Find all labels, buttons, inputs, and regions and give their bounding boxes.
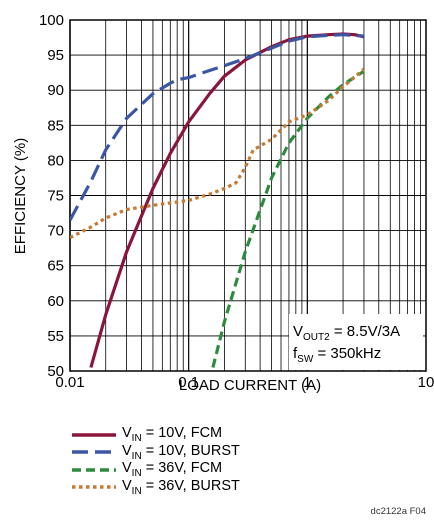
x-tick-label: 10 [418, 374, 434, 391]
legend-swatch-36v-fcm [72, 468, 116, 472]
x-axis-label: LOAD CURRENT (A) [179, 377, 321, 394]
y-tick-label: 65 [47, 258, 64, 275]
y-tick-label: 90 [47, 82, 64, 99]
annotation-fsw: fSW = 350kHz [293, 345, 381, 365]
legend-swatch-10v-burst [72, 450, 116, 454]
y-tick-label: 85 [47, 117, 64, 134]
figure-id: dc2122a F04 [370, 506, 426, 517]
legend-swatch-36v-burst [72, 485, 116, 489]
y-tick-label: 70 [47, 223, 64, 240]
legend-label-10v-fcm: VIN = 10V, FCM [122, 425, 223, 445]
y-tick-label: 80 [47, 152, 64, 169]
y-tick-label: 50 [47, 363, 64, 380]
conditions-annotation: VOUT2 = 8.5V/3A fSW = 350kHz [289, 314, 423, 370]
y-tick-label: 100 [39, 12, 64, 29]
legend-item-36v-fcm: VIN = 36V, FCM [72, 460, 240, 480]
legend-swatch-10v-fcm [72, 433, 116, 437]
legend: VIN = 10V, FCM VIN = 10V, BURST VIN = 36… [72, 425, 240, 497]
chart-grid [69, 19, 427, 372]
legend-item-36v-burst: VIN = 36V, BURST [72, 477, 240, 497]
y-tick-label: 55 [47, 328, 64, 345]
plot-frame [69, 19, 427, 372]
legend-item-10v-burst: VIN = 10V, BURST [72, 442, 240, 462]
x-tick-label: 1 [303, 374, 311, 391]
annotation-vout: VOUT2 = 8.5V/3A [293, 323, 400, 343]
series-layer [70, 32, 366, 368]
y-axis-label: EFFICIENCY (%) [12, 138, 29, 254]
y-tick-label: 60 [47, 293, 64, 310]
series-line-1 [70, 33, 365, 221]
legend-item-10v-fcm: VIN = 10V, FCM [72, 425, 240, 445]
y-tick-label: 75 [47, 188, 64, 205]
annotation-box [289, 314, 423, 370]
legend-label-36v-burst: VIN = 36V, BURST [122, 477, 240, 497]
x-tick-label: 0.1 [178, 374, 199, 391]
x-tick-label: 0.01 [55, 374, 84, 391]
legend-label-10v-burst: VIN = 10V, BURST [122, 442, 240, 462]
y-tick-label: 95 [47, 47, 64, 64]
legend-label-36v-fcm: VIN = 36V, FCM [122, 460, 223, 480]
series-line-3 [70, 67, 366, 240]
series-line-2 [211, 69, 365, 368]
tick-labels: 0.01 0.1 1 10 50 55 60 65 70 75 80 85 90 95 100 [39, 12, 434, 391]
